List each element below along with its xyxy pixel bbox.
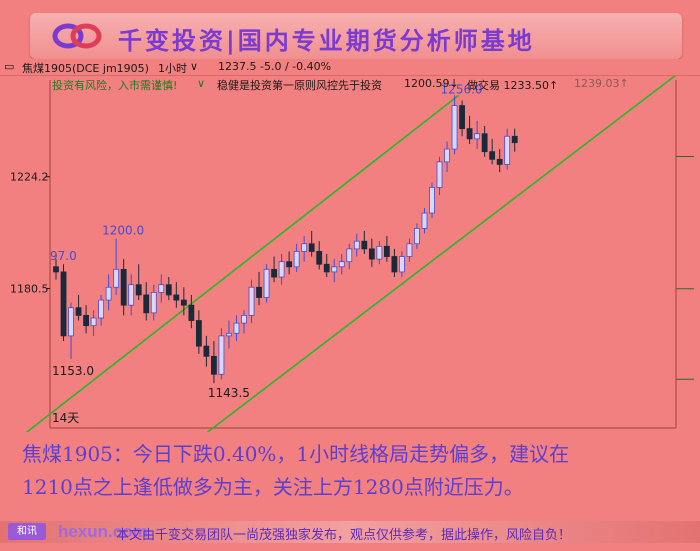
candle-body (180, 299, 187, 306)
candle-body (135, 284, 142, 296)
candle-body (444, 148, 450, 163)
slogan: 稳健是投资第一原则风控先于投资 (217, 79, 382, 92)
candle-body (474, 133, 481, 140)
candle-body (504, 135, 511, 165)
candle-body (391, 256, 398, 273)
candle-body (286, 261, 293, 268)
chevron-down-icon[interactable]: ∨ (197, 77, 206, 90)
candle-body (421, 212, 428, 229)
candle-body (353, 240, 360, 250)
y-tick-label: 1180.5 (10, 283, 49, 296)
candle-body (195, 320, 202, 347)
menu-icon[interactable]: ▭ (4, 60, 15, 73)
candle-body (368, 248, 375, 260)
candle-body (98, 299, 105, 319)
analysis-line-1: 焦煤1905：今日下跌0.40%，1小时线格局走势偏多，建议在 (22, 442, 570, 466)
candle-body (376, 245, 383, 260)
price-label-low-1: 1153.0 (52, 364, 94, 378)
hexun-logo: 和讯 (8, 523, 46, 540)
y-tick-label: 1224.2 (10, 171, 49, 184)
candle-body (511, 135, 518, 144)
price-label-low-2: 1143.5 (208, 386, 250, 400)
candle-body (90, 317, 97, 327)
candle-body (173, 294, 180, 301)
brand-logo-icon (52, 23, 102, 49)
candle-body (399, 256, 405, 273)
hexun-url[interactable]: hexun.com (58, 522, 148, 541)
candle-body (316, 251, 323, 265)
candle-body (451, 105, 458, 150)
chart-toolbar: ▭ 焦煤1905(DCE jm1905) 1小时 ∨ 1237.5 -5.0 /… (0, 59, 700, 76)
candle-body (203, 345, 210, 357)
channel-lower-line (195, 71, 681, 442)
candle-body (113, 268, 120, 288)
candle-body (466, 128, 473, 140)
candle-body (248, 286, 255, 316)
candle-body (459, 105, 465, 130)
period-label: 14天 (52, 411, 79, 425)
analysis-text: 焦煤1905：今日下跌0.40%，1小时线格局走势偏多，建议在 1210点之上逢… (22, 438, 692, 504)
candle-body (323, 263, 330, 273)
chart-svg: 1224.2 1180.5 97.0 1200.0 1153.0 1143.5 1256.0… (10, 71, 694, 442)
candle-body (75, 307, 82, 316)
candle-body (188, 304, 195, 321)
indicator-value-2: 做交易 1233.50↑ (467, 79, 559, 92)
candle-body (256, 286, 262, 298)
candle-body (120, 268, 127, 306)
candle-body (218, 335, 225, 375)
candle-body (406, 243, 413, 257)
candle-body (489, 151, 496, 160)
candle-body (301, 243, 308, 252)
banner-title: 千变投资|国内专业期货分析师基地 (118, 27, 535, 55)
candle-body (414, 228, 420, 245)
candle-body (346, 248, 353, 263)
candle-body (263, 268, 270, 298)
candle-body (68, 307, 74, 337)
timeframe-select[interactable]: 1小时 (158, 62, 187, 75)
candle-body (481, 133, 488, 153)
candle-body (271, 268, 277, 278)
candle-body (308, 243, 315, 252)
candle-body (60, 271, 67, 337)
candle-body (165, 284, 172, 296)
candle-body (338, 261, 345, 268)
header-banner: 千变投资|国内专业期货分析师基地 (30, 13, 682, 59)
candle-body (105, 286, 112, 301)
candle-body (150, 291, 157, 314)
candle-body (436, 161, 443, 188)
candle-body (211, 355, 217, 375)
candle-body (331, 266, 338, 273)
indicator-value-3: 1239.03↑ (574, 77, 629, 90)
indicator-value-1: 1200.59↓ (404, 77, 459, 90)
candle-body (143, 294, 150, 314)
candle-body (278, 261, 285, 278)
candle-body (83, 315, 89, 327)
footer-bar: 和讯 hexun.com 本文由千变交易团队一尚茂强独家发布，观点仅供参考，据此… (0, 521, 700, 543)
candle-body (429, 187, 435, 214)
risk-warning: 投资有风险，入市需谨慎! (52, 79, 178, 92)
disclaimer: 本文由千变交易团队一尚茂强独家发布，观点仅供参考，据此操作，风险自负！ (116, 528, 572, 543)
chevron-down-icon[interactable]: ∨ (190, 60, 199, 73)
candle-body (53, 266, 59, 273)
candle-body (226, 332, 232, 337)
symbol-label[interactable]: 焦煤1905(DCE jm1905) (22, 62, 149, 75)
candle-body (383, 245, 390, 257)
candle-body (128, 284, 135, 306)
candle-body (496, 158, 503, 165)
analysis-line-2: 1210点之上逢低做多为主，关注上方1280点附近压力。 (22, 475, 524, 499)
price-label-left: 97.0 (50, 249, 77, 263)
channel-upper-line (15, 94, 460, 442)
candlestick-chart: 1224.2 1180.5 97.0 1200.0 1153.0 1143.5 1256.0… (0, 71, 700, 442)
candle-body (158, 284, 165, 293)
price-label-high-1: 1200.0 (102, 224, 144, 238)
candle-body (233, 322, 240, 334)
candle-body (361, 240, 368, 250)
candle-body (241, 315, 247, 324)
candle-body (293, 251, 300, 268)
price-label-high-2: 1256.0 (441, 82, 483, 96)
last-price: 1237.5 (218, 60, 257, 73)
price-change: -5.0 / -0.40% (260, 60, 332, 73)
